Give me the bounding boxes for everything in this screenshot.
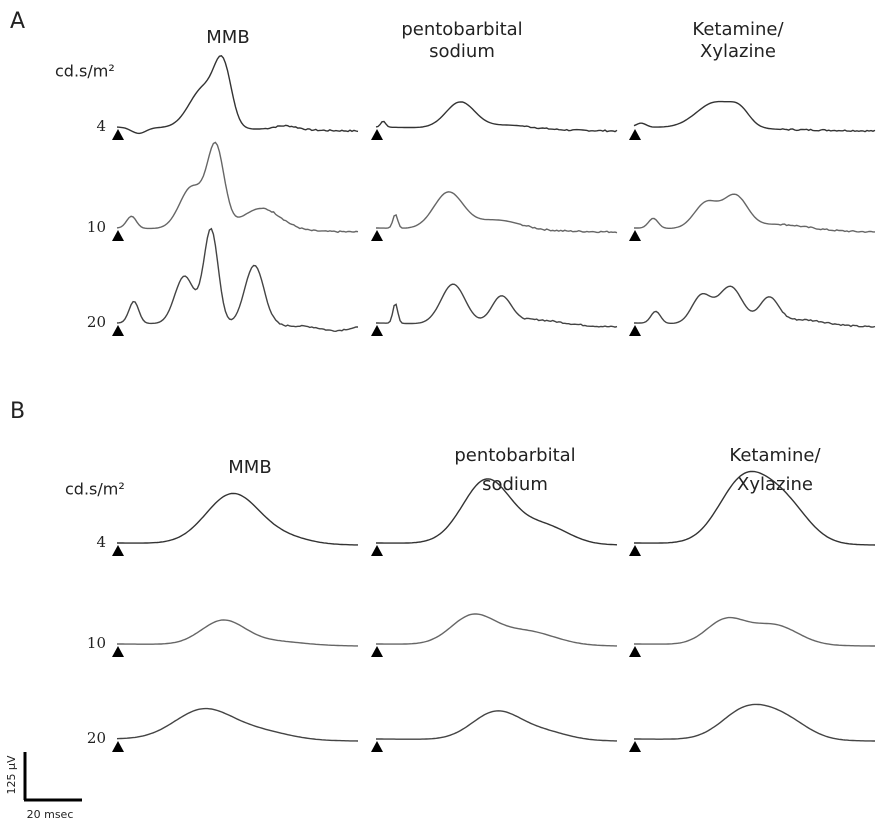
stimulus-marker — [112, 325, 124, 336]
stimulus-marker — [112, 741, 124, 752]
stimulus-marker — [112, 646, 124, 657]
stimulus-marker — [112, 545, 124, 556]
stimulus-marker — [629, 741, 641, 752]
stimulus-marker — [371, 325, 383, 336]
stimulus-marker — [371, 545, 383, 556]
column-header: MMB — [228, 457, 271, 478]
trace — [116, 55, 359, 135]
column-header: sodium — [429, 41, 495, 62]
column-header: Ketamine/ — [729, 445, 821, 466]
row-label: 10 — [87, 634, 106, 652]
stimulus-marker — [371, 129, 383, 140]
unit-label: cd.s/m² — [55, 62, 115, 81]
trace — [116, 707, 359, 742]
scale-label-voltage: 125 μV — [5, 755, 18, 794]
trace — [634, 285, 876, 328]
trace — [376, 283, 618, 328]
panel-label: B — [10, 399, 25, 424]
stimulus-marker — [371, 741, 383, 752]
scale-label-time: 20 msec — [27, 808, 74, 821]
trace — [634, 470, 876, 546]
stimulus-marker — [371, 230, 383, 241]
trace — [633, 100, 876, 133]
column-header: Xylazine — [700, 41, 776, 62]
row-label: 4 — [96, 533, 106, 551]
stimulus-marker — [112, 230, 124, 241]
trace — [116, 227, 358, 333]
stimulus-marker — [629, 230, 641, 241]
stimulus-marker — [371, 646, 383, 657]
column-header: pentobarbital — [454, 445, 575, 466]
stimulus-marker — [629, 646, 641, 657]
trace — [376, 478, 618, 546]
column-header: Ketamine/ — [692, 19, 784, 40]
trace — [376, 613, 617, 647]
trace — [375, 101, 618, 133]
row-label: 10 — [87, 218, 106, 236]
stimulus-marker — [629, 129, 641, 140]
column-header: Xylazine — [737, 474, 813, 495]
trace — [634, 703, 875, 742]
row-label: 4 — [96, 117, 106, 135]
trace — [117, 619, 358, 647]
trace — [116, 141, 359, 234]
trace — [634, 616, 875, 647]
stimulus-marker — [629, 545, 641, 556]
stimulus-marker — [629, 325, 641, 336]
row-label: 20 — [87, 313, 106, 331]
row-label: 20 — [87, 729, 106, 747]
trace — [376, 710, 617, 742]
unit-label: cd.s/m² — [65, 480, 125, 499]
column-header: pentobarbital — [401, 19, 522, 40]
column-header: sodium — [482, 474, 548, 495]
trace — [376, 191, 618, 234]
panel-label: A — [10, 9, 25, 34]
stimulus-marker — [112, 129, 124, 140]
column-header: MMB — [206, 27, 249, 48]
trace — [117, 492, 358, 546]
trace — [634, 193, 875, 234]
